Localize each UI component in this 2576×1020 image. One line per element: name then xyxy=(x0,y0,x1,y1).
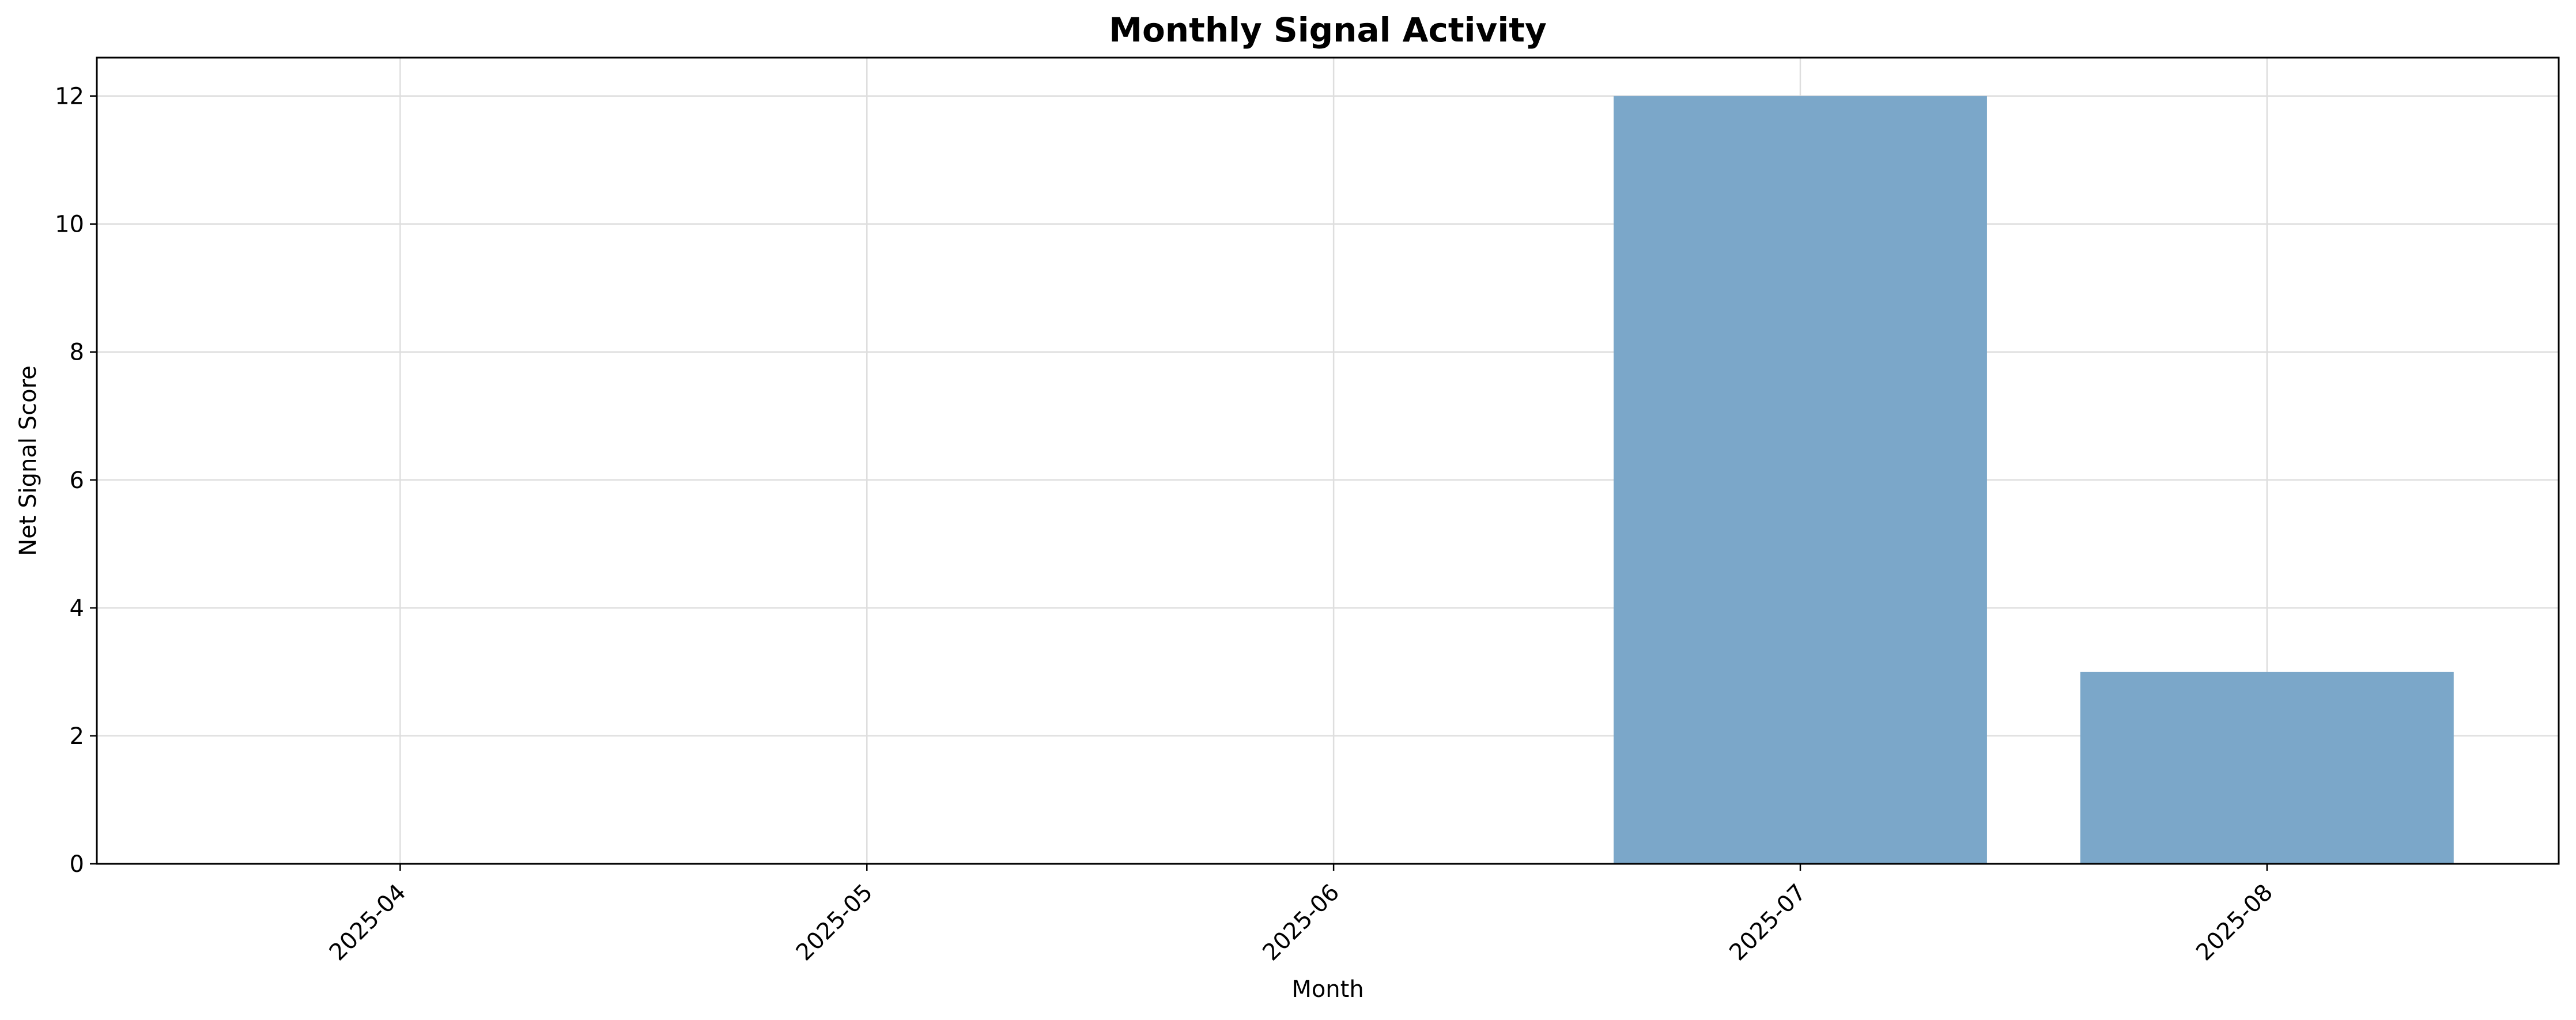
bars xyxy=(1614,96,2454,864)
plot-frame xyxy=(96,56,2560,865)
y-tick-label: 8 xyxy=(70,339,84,366)
y-tick-label: 6 xyxy=(70,467,84,494)
y-tick-label: 4 xyxy=(70,595,84,622)
x-axis-label: Month xyxy=(1291,976,1363,1003)
y-tick-label: 12 xyxy=(55,84,84,110)
y-axis-label: Net Signal Score xyxy=(15,365,41,556)
chart-title: Monthly Signal Activity xyxy=(1109,10,1547,50)
y-tick-label: 10 xyxy=(55,211,84,238)
y-tick-label: 2 xyxy=(70,723,84,750)
bar-2025-08 xyxy=(2080,671,2454,864)
y-tick-label: 0 xyxy=(70,851,84,878)
bar-2025-07 xyxy=(1614,96,1987,864)
